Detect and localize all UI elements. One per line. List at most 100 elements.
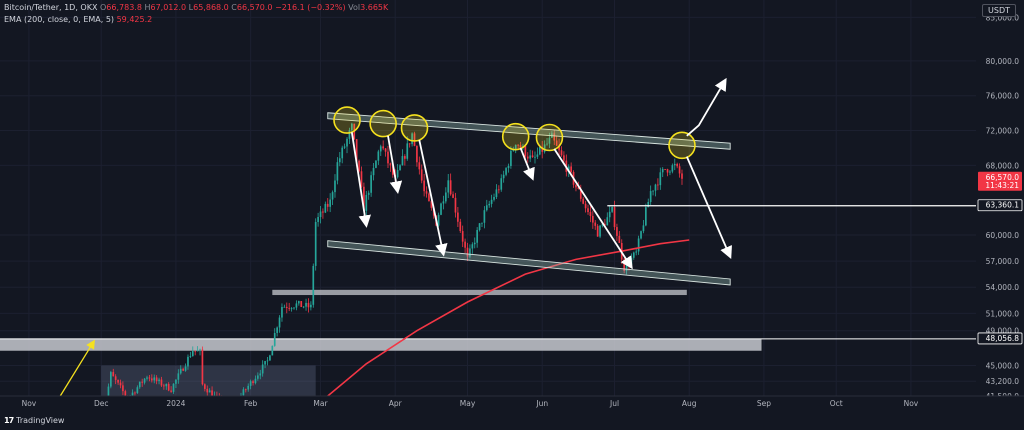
candle-body (346, 138, 348, 147)
candle-body (582, 198, 585, 204)
legend: Bitcoin/Tether, 1D, OKX O66,783.8 H67,01… (4, 2, 388, 26)
price-tick-label: 76,000.0 (986, 92, 1020, 101)
candle-body (548, 137, 551, 144)
candle-body (252, 381, 254, 384)
currency-badge[interactable]: USDT (982, 4, 1016, 17)
candle-body (314, 221, 317, 266)
candle-body (208, 390, 211, 393)
candle-body (293, 307, 295, 309)
time-tick-label: Jul (609, 399, 619, 408)
candle-body (264, 361, 266, 365)
price-label-value: 66,570.0 (986, 173, 1020, 182)
candle-body (295, 303, 298, 308)
open-label: O (100, 3, 107, 12)
candle-body (365, 194, 368, 211)
price-label-value: 48,056.8 (986, 334, 1020, 343)
candle-body (379, 146, 382, 152)
candle-body (657, 184, 659, 186)
highlight-circle (333, 106, 361, 134)
candle-body (536, 154, 539, 157)
highlight-circle (501, 122, 530, 151)
candle-body (669, 171, 671, 173)
symbol-label[interactable]: Bitcoin/Tether, 1D, OKX (4, 3, 98, 12)
price-label-countdown: 11:43:21 (985, 181, 1019, 190)
zones (0, 289, 976, 396)
candle-body (613, 207, 616, 228)
candle-body (404, 156, 406, 159)
candle-body (575, 184, 577, 188)
candle-body (611, 207, 613, 212)
candle-body (632, 252, 635, 258)
candle-body (594, 222, 597, 226)
ema-label[interactable]: EMA (200, close, 0, EMA, 5) (4, 15, 115, 24)
candle-body (541, 147, 544, 152)
candle-body (155, 377, 158, 382)
candle-body (199, 349, 201, 351)
candle-body (476, 230, 478, 243)
candle-body (452, 194, 454, 198)
candle-body (449, 180, 452, 195)
legend-ema-row[interactable]: EMA (200, close, 0, EMA, 5) 59,425.2 (4, 14, 388, 26)
time-tick-label: 2024 (166, 399, 185, 408)
candle-body (143, 378, 146, 383)
support-zone-lower (0, 338, 762, 351)
candle-body (261, 364, 264, 374)
candle-body (288, 307, 291, 309)
time-tick-label: Mar (313, 399, 328, 408)
tradingview-brand[interactable]: 17 TradingView (4, 416, 64, 425)
down-arrow (519, 147, 535, 181)
tradingview-logo: 17 (4, 416, 14, 425)
candle-body (529, 155, 532, 159)
time-tick-label: Sep (757, 399, 771, 408)
candle-body (505, 168, 507, 175)
candle-body (165, 383, 168, 387)
candle-body (110, 372, 112, 387)
candle-body (411, 133, 413, 145)
candle-body (247, 385, 250, 390)
candle-body (637, 238, 640, 252)
candle-body (273, 332, 276, 346)
candle-body (201, 349, 204, 385)
candle-body (645, 207, 647, 226)
candle-body (418, 162, 421, 170)
candle-body (406, 143, 409, 159)
close-value: 66,570.0 (236, 3, 273, 12)
candle-body (131, 392, 134, 396)
candle-body (341, 147, 344, 159)
candle-body (577, 187, 580, 189)
candle-body (355, 139, 358, 161)
high-label: H (144, 3, 151, 12)
down-arrow (685, 156, 732, 260)
time-tick-label: Apr (389, 399, 403, 408)
candle-body (454, 197, 457, 213)
candle-body (517, 144, 519, 146)
candle-body (382, 146, 385, 149)
price-label-box (978, 171, 1022, 191)
candle-body (457, 212, 459, 222)
candle-body (546, 143, 548, 145)
candle-body (343, 146, 346, 148)
candle-body (367, 192, 370, 195)
candle-body (408, 143, 411, 145)
legend-symbol-row[interactable]: Bitcoin/Tether, 1D, OKX O66,783.8 H67,01… (4, 2, 388, 14)
candle-body (563, 155, 565, 161)
highlight-circle (535, 123, 564, 152)
candle-body (584, 203, 587, 209)
time-tick-label: May (460, 399, 476, 408)
candle-body (336, 162, 339, 181)
candle-body (167, 383, 170, 391)
time-tick-label: Nov (22, 399, 37, 408)
candle-body (519, 145, 522, 148)
volume-value: 3.665K (360, 3, 389, 12)
candle-body (635, 251, 638, 253)
candle-body (661, 169, 664, 173)
candle-body (150, 378, 153, 381)
candle-body (604, 223, 606, 226)
candle-body (148, 377, 151, 379)
up-arrow (686, 77, 727, 137)
candle-body (469, 248, 471, 257)
candle-body (464, 241, 466, 248)
candle-body (647, 201, 650, 208)
candle-body (673, 163, 676, 166)
